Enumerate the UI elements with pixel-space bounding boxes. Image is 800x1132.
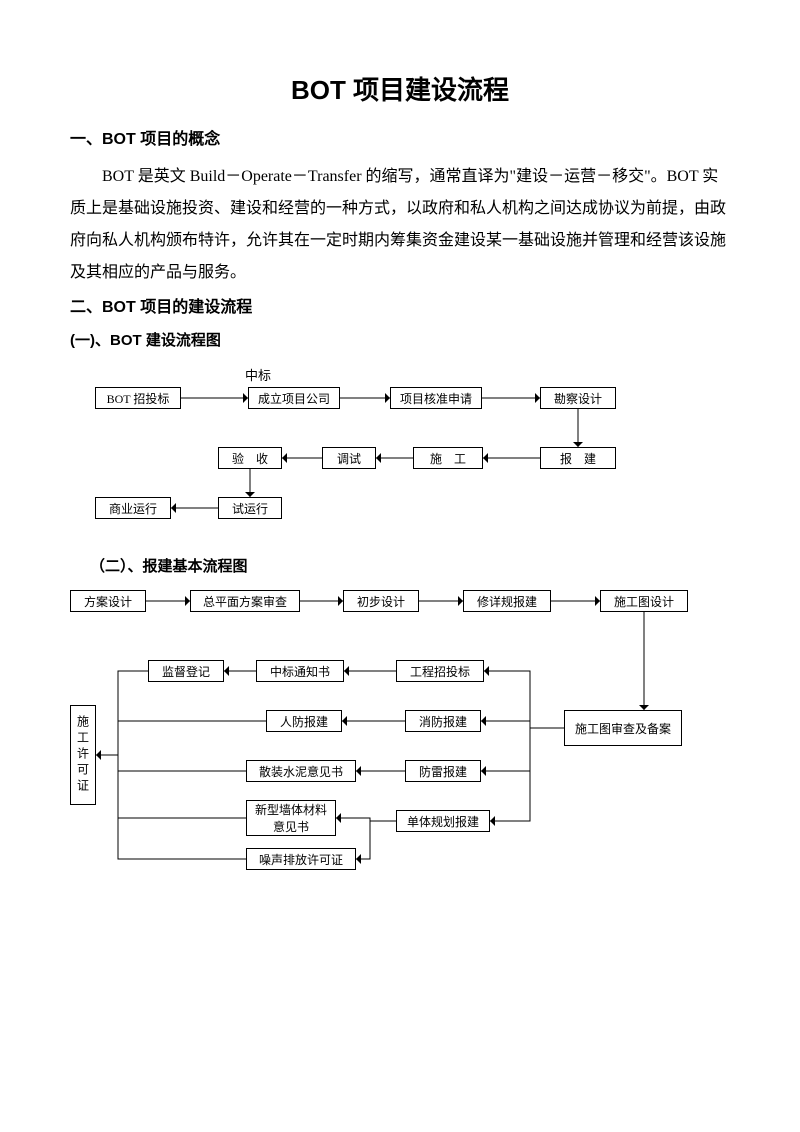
flowchart-node: 工程招投标 xyxy=(396,660,484,682)
section-2-heading: 二、BOT 项目的建设流程 xyxy=(70,293,730,317)
flowchart-node: 施工图设计 xyxy=(600,590,688,612)
subsection-2-heading: （二）、报建基本流程图 xyxy=(90,555,730,576)
flowchart-node: 勘察设计 xyxy=(540,387,616,409)
flowchart-node: 人防报建 xyxy=(266,710,342,732)
edge-label-zhongbiao: 中标 xyxy=(245,365,271,384)
flowchart-node: 调试 xyxy=(322,447,376,469)
flowchart-node: 总平面方案审查 xyxy=(190,590,300,612)
flowchart-1: 中标 BOT 招投标 成立项目公司 项目核准申请 勘察设计报 建 施 工 调试 验 收试运行… xyxy=(70,362,730,537)
section-1-heading: 一、BOT 项目的概念 xyxy=(70,125,730,149)
subsection-1-heading: (一)、BOT 建设流程图 xyxy=(70,329,730,350)
flowchart-node: 施工图审查及备案 xyxy=(564,710,682,746)
flowchart-node: 防雷报建 xyxy=(405,760,481,782)
flowchart-node: 初步设计 xyxy=(343,590,419,612)
flowchart-node: BOT 招投标 xyxy=(95,387,181,409)
flowchart-node: 成立项目公司 xyxy=(248,387,340,409)
flowchart-node: 噪声排放许可证 xyxy=(246,848,356,870)
flowchart-node: 散装水泥意见书 xyxy=(246,760,356,782)
paragraph-1: BOT 是英文 Build－Operate－Transfer 的缩写，通常直译为… xyxy=(70,161,730,289)
flowchart-node: 新型墙体材料意见书 xyxy=(246,800,336,836)
flowchart-node: 验 收 xyxy=(218,447,282,469)
flowchart-2: 方案设计 总平面方案审查 初步设计 修详规报建 施工图设计施工图审查及备案 工程招投标消防… xyxy=(70,590,730,870)
flowchart-node: 报 建 xyxy=(540,447,616,469)
flowchart-node: 商业运行 xyxy=(95,497,171,519)
flowchart-node: 施 工 xyxy=(413,447,483,469)
flowchart-node: 消防报建 xyxy=(405,710,481,732)
flowchart-node: 试运行 xyxy=(218,497,282,519)
flowchart-node: 修详规报建 xyxy=(463,590,551,612)
page-title: BOT 项目建设流程 xyxy=(70,70,730,107)
flowchart-node: 监督登记 xyxy=(148,660,224,682)
flowchart-node: 项目核准申请 xyxy=(390,387,482,409)
flowchart-node: 中标通知书 xyxy=(256,660,344,682)
flowchart-node: 单体规划报建 xyxy=(396,810,490,832)
flowchart-node: 施工许可证 xyxy=(70,705,96,805)
flowchart-node: 方案设计 xyxy=(70,590,146,612)
